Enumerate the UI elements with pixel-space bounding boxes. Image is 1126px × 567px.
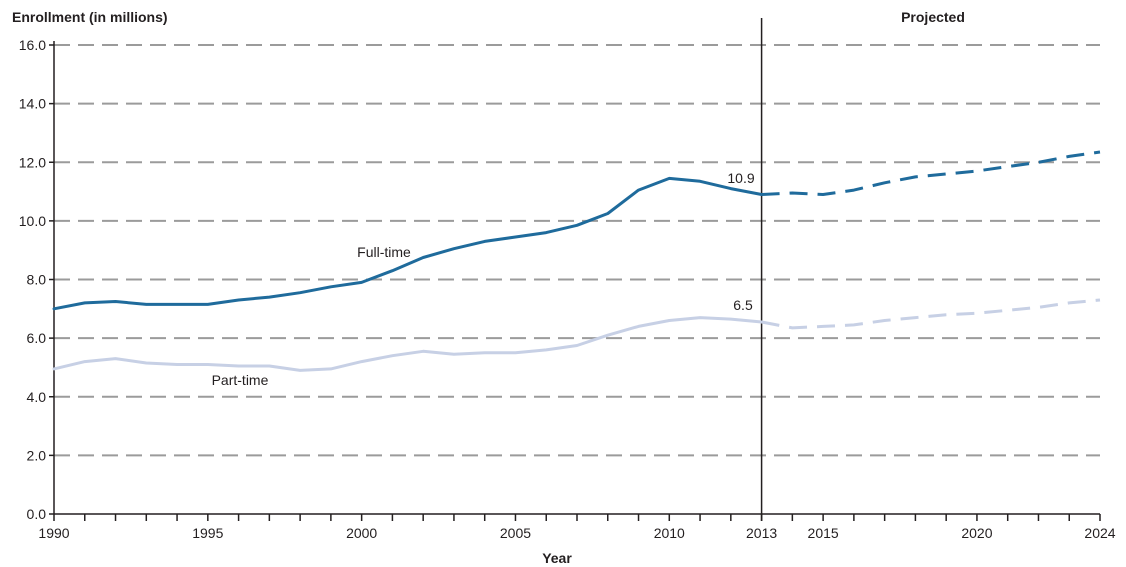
y-tick-label: 8.0 xyxy=(27,272,47,288)
y-tick-label: 4.0 xyxy=(27,389,47,405)
series-label-full-time: Full-time xyxy=(357,244,411,260)
y-tick-label: 14.0 xyxy=(19,96,46,112)
y-tick-label: 16.0 xyxy=(19,37,46,53)
y-tick-label: 12.0 xyxy=(19,154,46,170)
x-tick-label: 2020 xyxy=(961,525,992,541)
y-axis-title: Enrollment (in millions) xyxy=(12,9,168,25)
y-tick-label: 0.0 xyxy=(27,506,47,522)
x-tick-label: 1995 xyxy=(192,525,223,541)
series-line-part-time-projected xyxy=(761,298,1101,330)
x-tick-label: 2005 xyxy=(500,525,531,541)
axes xyxy=(49,18,1101,521)
series-line-part-time xyxy=(52,316,764,372)
y-tick-label: 10.0 xyxy=(19,213,46,229)
series-labels: Full-time Part-time 10.9 6.5 xyxy=(212,170,755,388)
x-axis-title: Year xyxy=(542,550,572,566)
y-tick-label: 6.0 xyxy=(27,330,47,346)
y-tick-label: 2.0 xyxy=(27,447,47,463)
x-tick-label: 2024 xyxy=(1084,525,1115,541)
series-label-part-time: Part-time xyxy=(212,372,269,388)
value-label-part-time-2013: 6.5 xyxy=(733,297,753,313)
x-tick-label: 2010 xyxy=(654,525,685,541)
x-tick-label: 2013 xyxy=(746,525,777,541)
gridlines xyxy=(54,44,1100,457)
x-tick-label: 2000 xyxy=(346,525,377,541)
series-line-full-time xyxy=(52,176,764,311)
x-tick-label: 2015 xyxy=(808,525,839,541)
x-tick-labels: 1990 1995 2000 2005 2010 2013 2015 2020 2024 xyxy=(38,525,1115,541)
series-lines xyxy=(52,150,1101,372)
y-tick-labels: 0.0 2.0 4.0 6.0 8.0 10.0 12.0 14.0 16.0 xyxy=(19,37,46,522)
series-line-full-time-projected xyxy=(761,150,1101,196)
value-label-full-time-2013: 10.9 xyxy=(727,170,754,186)
x-tick-label: 1990 xyxy=(38,525,69,541)
projected-label: Projected xyxy=(901,9,965,25)
